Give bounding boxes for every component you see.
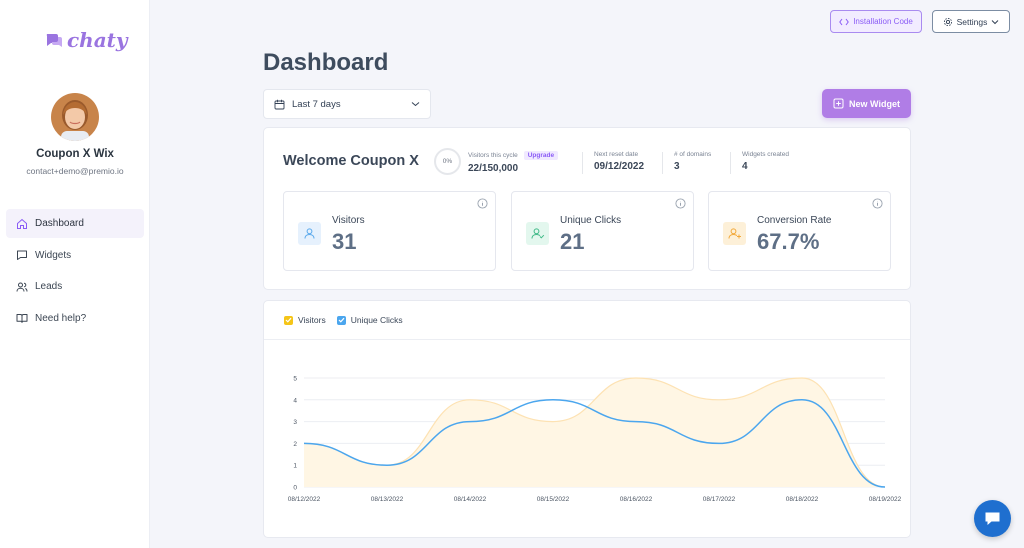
gear-icon xyxy=(943,17,952,26)
chevron-down-icon xyxy=(992,19,999,24)
divider xyxy=(582,152,583,174)
metric-value: 67.7% xyxy=(757,229,820,254)
domains-block: # of domains 3 xyxy=(674,151,711,172)
x-tick-label: 08/18/2022 xyxy=(786,496,819,503)
installation-code-label: Installation Code xyxy=(853,17,913,26)
sidebar-item-leads[interactable]: Leads xyxy=(6,272,144,301)
widgets-created-block: Widgets created 4 xyxy=(742,151,789,172)
chevron-down-icon xyxy=(411,102,420,107)
book-icon xyxy=(16,314,28,323)
x-tick-label: 08/15/2022 xyxy=(537,496,570,503)
x-tick-label: 08/13/2022 xyxy=(371,496,404,503)
sidebar-item-widgets[interactable]: Widgets xyxy=(6,241,144,270)
new-widget-label: New Widget xyxy=(849,98,900,109)
visitors-progress-ring: 0% xyxy=(433,147,462,176)
series-line-visitors xyxy=(303,377,886,488)
user-plus-icon xyxy=(723,222,746,245)
x-tick-label: 08/12/2022 xyxy=(288,496,321,503)
info-icon[interactable] xyxy=(477,198,488,209)
conversion-rate-metric-card: Conversion Rate 67.7% xyxy=(708,191,891,271)
visitors-metric-card: Visitors 31 xyxy=(283,191,496,271)
stats-card: Welcome Coupon X 0% Visitors this cycle U… xyxy=(263,127,911,290)
x-tick-label: 08/17/2022 xyxy=(703,496,736,503)
sidebar-item-label: Leads xyxy=(35,281,63,292)
settings-button[interactable]: Settings xyxy=(932,10,1010,33)
metric-value: 31 xyxy=(332,229,357,254)
reset-date-label: Next reset date xyxy=(594,151,639,158)
legend-label: Unique Clicks xyxy=(350,315,403,325)
y-tick-label: 4 xyxy=(293,397,297,404)
y-tick-label: 2 xyxy=(293,441,297,448)
divider xyxy=(662,152,663,174)
y-tick-label: 3 xyxy=(293,419,297,426)
visitors-cycle-label: Visitors this cycle xyxy=(468,152,518,159)
chat-logo-icon xyxy=(46,34,62,47)
series-area-visitors xyxy=(304,378,885,487)
series-line-unique-clicks xyxy=(303,399,886,488)
x-tick-label: 08/16/2022 xyxy=(620,496,653,503)
y-tick-label: 5 xyxy=(293,376,297,383)
widgets-created-value: 4 xyxy=(742,161,748,172)
divider xyxy=(264,339,910,340)
x-tick-label: 08/19/2022 xyxy=(869,496,902,503)
calendar-icon xyxy=(274,99,285,109)
unique-clicks-metric-card: Unique Clicks 21 xyxy=(511,191,694,271)
logo-text: chaty xyxy=(67,28,128,52)
sidebar-item-label: Widgets xyxy=(35,249,72,261)
visitors-cycle-block: Visitors this cycle Upgrade 22/150,000 xyxy=(468,151,559,174)
widgets-created-label: Widgets created xyxy=(742,151,789,158)
x-tick-label: 08/14/2022 xyxy=(454,496,487,503)
user-check-icon xyxy=(526,222,549,245)
installation-code-button[interactable]: Installation Code xyxy=(830,10,922,33)
users-icon xyxy=(16,282,28,292)
domains-value: 3 xyxy=(674,161,680,172)
chat-widget-button[interactable] xyxy=(974,500,1011,537)
page-title: Dashboard xyxy=(263,49,389,76)
chat-bubble-icon xyxy=(17,250,27,260)
upgrade-link[interactable]: Upgrade xyxy=(523,151,559,160)
checkbox-icon[interactable] xyxy=(336,315,346,325)
date-range-select[interactable]: Last 7 days xyxy=(263,89,431,119)
settings-label: Settings xyxy=(956,16,988,27)
user-icon xyxy=(298,222,321,245)
legend-item-unique-clicks[interactable]: Unique Clicks xyxy=(336,315,403,325)
code-icon xyxy=(839,18,850,25)
metric-label: Visitors xyxy=(332,215,365,226)
plus-square-icon xyxy=(833,98,844,109)
sidebar-item-label: Need help? xyxy=(35,312,87,324)
progress-percent: 0% xyxy=(442,158,453,165)
sidebar-item-label: Dashboard xyxy=(35,218,84,229)
metric-value: 21 xyxy=(560,229,585,254)
divider xyxy=(730,152,731,174)
chaty-logo[interactable]: chaty xyxy=(45,28,128,52)
home-icon xyxy=(17,218,27,229)
sidebar-nav: Dashboard Widgets Leads Need help? xyxy=(6,209,144,335)
chart-card: Visitors Unique Clicks 0 1 2 3 4 5 08/12/2022 0… xyxy=(263,300,911,538)
chart-legend: Visitors Unique Clicks xyxy=(284,315,403,325)
info-icon[interactable] xyxy=(872,198,883,209)
info-icon[interactable] xyxy=(675,198,686,209)
sidebar: chaty Coupon X Wix contact+demo@premio.i… xyxy=(0,0,150,548)
line-chart: 0 1 2 3 4 5 08/12/2022 08/13/2022 08/14/2022 08/1… xyxy=(288,376,902,504)
new-widget-button[interactable]: New Widget xyxy=(822,89,911,118)
legend-item-visitors[interactable]: Visitors xyxy=(284,315,326,325)
legend-label: Visitors xyxy=(298,315,326,325)
y-tick-label: 1 xyxy=(293,463,297,470)
domains-label: # of domains xyxy=(674,151,712,158)
date-range-value: Last 7 days xyxy=(292,98,341,110)
reset-date-value: 09/12/2022 xyxy=(594,161,645,172)
checkbox-icon[interactable] xyxy=(284,315,293,325)
y-tick-label: 0 xyxy=(293,485,297,492)
metric-label: Conversion Rate xyxy=(757,215,832,226)
visitors-cycle-value: 22/150,000 xyxy=(468,163,519,174)
sidebar-item-dashboard[interactable]: Dashboard xyxy=(6,209,144,238)
metric-label: Unique Clicks xyxy=(560,215,622,226)
welcome-heading: Welcome Coupon X xyxy=(283,153,419,169)
user-name: Coupon X Wix xyxy=(36,148,114,160)
user-email: contact+demo@premio.io xyxy=(26,166,124,176)
reset-date-block: Next reset date 09/12/2022 xyxy=(594,151,644,172)
avatar xyxy=(51,93,99,141)
sidebar-item-need-help[interactable]: Need help? xyxy=(6,304,144,333)
chat-icon xyxy=(985,512,1000,525)
